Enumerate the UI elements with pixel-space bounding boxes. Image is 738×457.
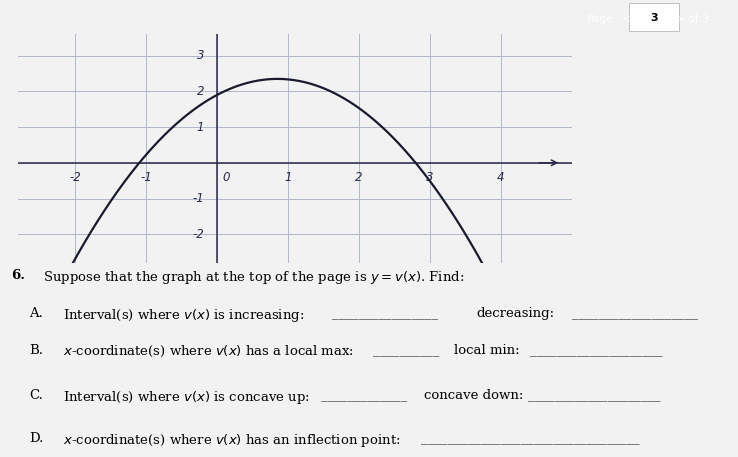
Text: of 3: of 3 [688, 14, 709, 24]
Text: ________________: ________________ [332, 308, 438, 320]
Text: 3: 3 [197, 49, 204, 62]
Text: 3: 3 [427, 170, 434, 184]
Text: -1: -1 [140, 170, 152, 184]
Text: _________________________________: _________________________________ [421, 432, 639, 445]
Text: 2: 2 [355, 170, 363, 184]
Text: Interval(s) where $v(x)$ is increasing:: Interval(s) where $v(x)$ is increasing: [63, 308, 304, 324]
Text: -1: -1 [193, 192, 204, 205]
Text: Suppose that the graph at the top of the page is $y = v(x)$. Find:: Suppose that the graph at the top of the… [43, 269, 464, 286]
Text: __________: __________ [373, 345, 439, 357]
Text: C.: C. [30, 389, 44, 402]
Text: -2: -2 [193, 228, 204, 241]
Text: B.: B. [30, 345, 44, 357]
Text: _____________: _____________ [321, 389, 407, 402]
Text: 6.: 6. [11, 269, 25, 282]
Text: ___________________: ___________________ [572, 308, 698, 320]
FancyBboxPatch shape [629, 3, 679, 31]
Text: 1: 1 [284, 170, 292, 184]
Text: D.: D. [30, 432, 44, 445]
Text: concave down:: concave down: [424, 389, 524, 402]
Text: -2: -2 [69, 170, 81, 184]
Text: Interval(s) where $v(x)$ is concave up:: Interval(s) where $v(x)$ is concave up: [63, 389, 309, 406]
Text: ____________________: ____________________ [528, 389, 661, 402]
Text: A.: A. [30, 308, 44, 320]
Text: >: > [676, 14, 686, 24]
Text: Page: Page [587, 14, 614, 24]
Text: $x$-coordinate(s) where $v(x)$ has a local max:: $x$-coordinate(s) where $v(x)$ has a loc… [63, 345, 354, 360]
Text: 2: 2 [197, 85, 204, 98]
Text: <: < [622, 14, 632, 24]
Text: 1: 1 [197, 121, 204, 133]
Text: 4: 4 [497, 170, 505, 184]
Text: $x$-coordinate(s) where $v(x)$ has an inflection point:: $x$-coordinate(s) where $v(x)$ has an in… [63, 432, 400, 449]
Text: 3: 3 [650, 13, 658, 23]
Text: decreasing:: decreasing: [476, 308, 554, 320]
Text: 0: 0 [223, 170, 230, 184]
Text: local min:: local min: [454, 345, 520, 357]
Text: ____________________: ____________________ [530, 345, 663, 357]
